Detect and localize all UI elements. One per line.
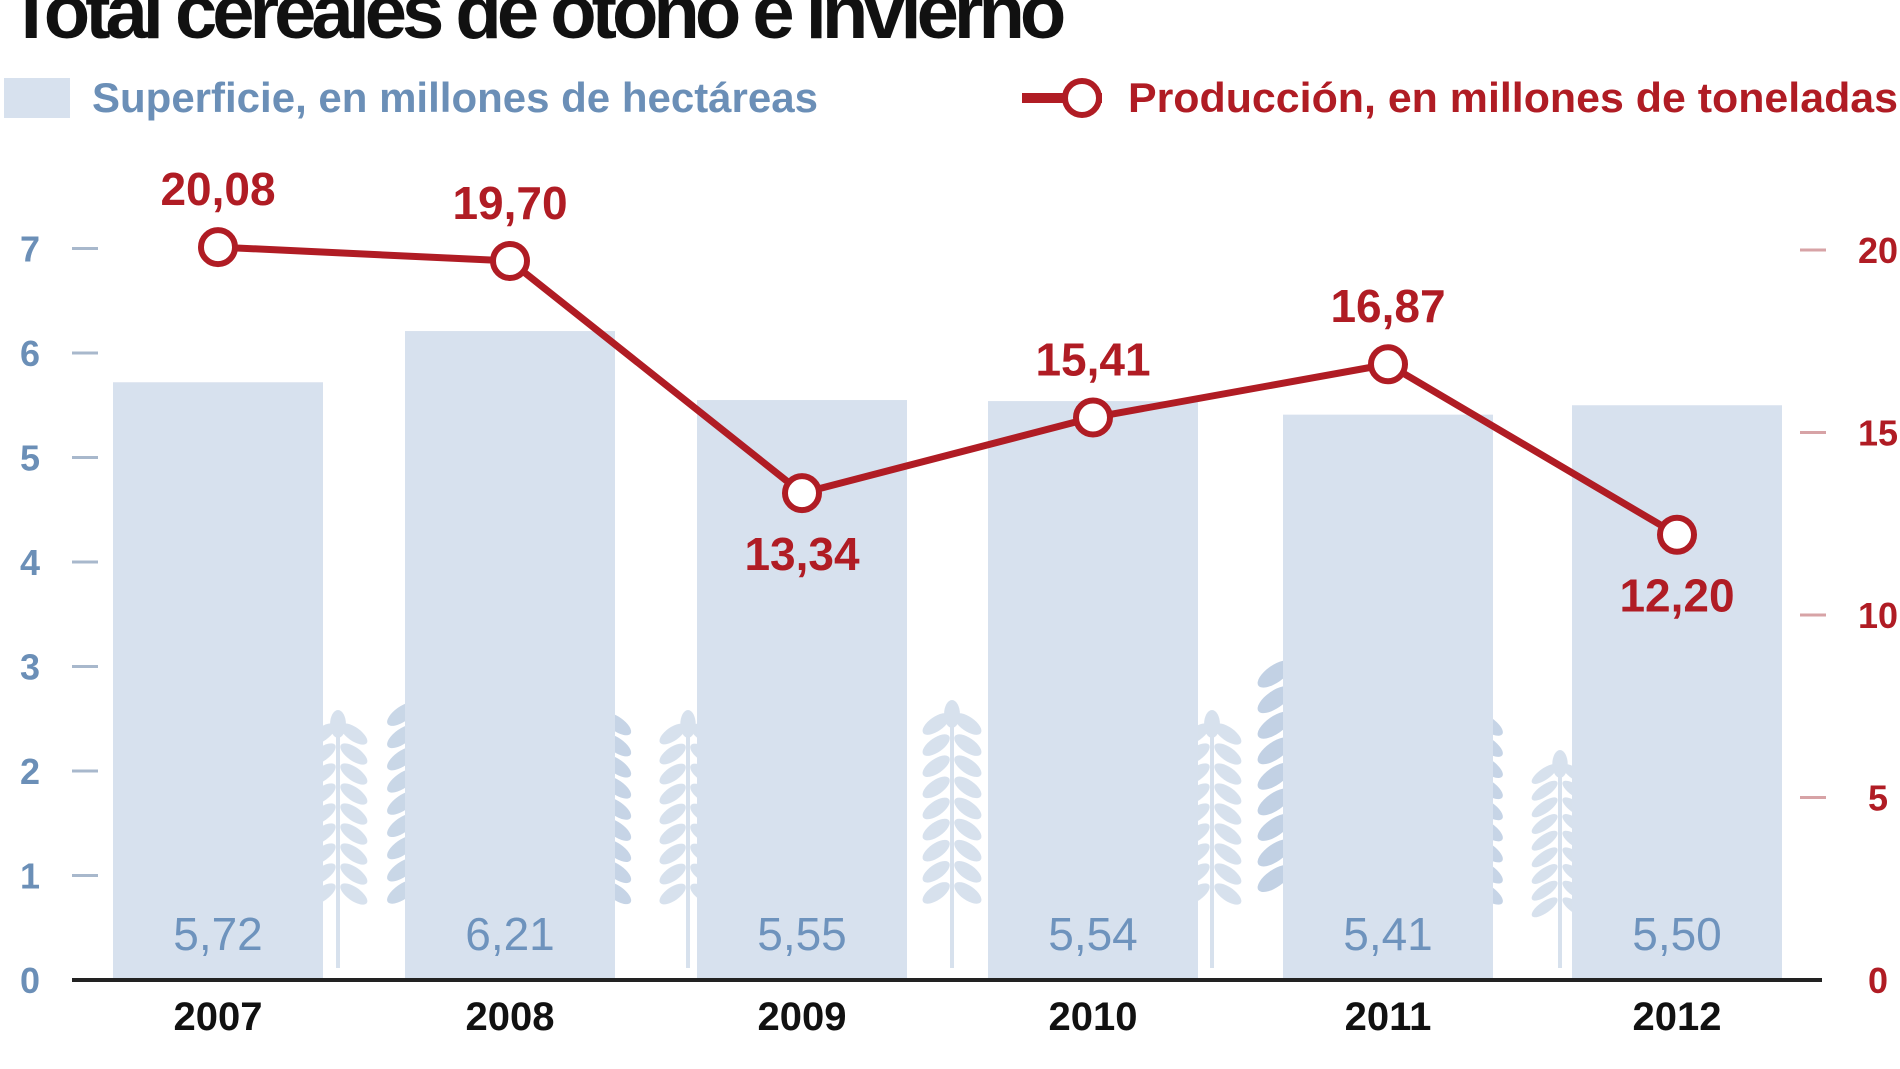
production-value-label-2009: 13,34: [744, 528, 860, 580]
production-line: [214, 243, 1681, 539]
bar-value-label-2012: 5,50: [1632, 908, 1722, 960]
production-value-label-2011: 16,87: [1330, 280, 1445, 332]
left-tick-label-7: 7: [20, 229, 40, 270]
bar-2011: [1283, 414, 1493, 980]
production-value-label-2012: 12,20: [1619, 570, 1734, 622]
x-tick-label-2012: 2012: [1633, 995, 1722, 1039]
right-tick-label-20: 20: [1858, 230, 1898, 271]
production-point-2012: [1657, 514, 1697, 555]
left-tick-label-3: 3: [20, 647, 40, 688]
bar-value-label-2011: 5,41: [1343, 908, 1433, 960]
x-tick-label-2008: 2008: [466, 995, 555, 1039]
right-tick-label-5: 5: [1868, 778, 1888, 819]
right-tick-label-0: 0: [1868, 960, 1888, 1001]
x-tick-label-2007: 2007: [174, 995, 263, 1039]
axes-layer: 0 1 2 3 4 5 6 7 0 5 10 15 20 2007 2008 2009 2010 2011 2012: [20, 229, 1898, 1040]
line-layer: [198, 227, 1697, 555]
production-point-2008: [490, 240, 530, 281]
bar-value-label-2008: 6,21: [465, 908, 555, 960]
left-tick-label-2: 2: [20, 751, 40, 792]
bar-value-label-2007: 5,72: [173, 908, 263, 960]
bar-2008: [405, 331, 615, 980]
legend-line-label: Producción, en millones de toneladas: [1128, 74, 1898, 121]
legend-bar-label: Superficie, en millones de hectáreas: [92, 74, 818, 121]
production-value-label-2008: 19,70: [452, 177, 567, 229]
labels-layer: 5,72 6,21 5,55 5,54 5,41 5,50 20,08 19,70 13,34 1…: [160, 163, 1734, 960]
bar-value-label-2009: 5,55: [757, 908, 847, 960]
left-tick-label-0: 0: [20, 960, 40, 1001]
right-tick-label-10: 10: [1858, 595, 1898, 636]
production-point-2009: [782, 473, 822, 514]
right-tick-label-15: 15: [1858, 413, 1898, 454]
x-tick-label-2011: 2011: [1345, 995, 1432, 1039]
bar-2007: [113, 382, 323, 980]
wheat-icon-10: [922, 700, 982, 968]
left-tick-label-6: 6: [20, 333, 40, 374]
production-value-label-2010: 15,41: [1035, 334, 1150, 386]
production-value-label-2007: 20,08: [160, 163, 275, 215]
left-tick-label-1: 1: [20, 856, 40, 897]
wheat-decoration: [136, 650, 1765, 968]
legend: Superficie, en millones de hectáreas Prod…: [4, 74, 1898, 121]
bar-2012: [1572, 405, 1782, 980]
bar-2010: [988, 401, 1198, 980]
left-tick-label-5: 5: [20, 438, 40, 479]
legend-marker: [1062, 78, 1102, 118]
production-point-2007: [198, 227, 238, 268]
production-point-2011: [1368, 344, 1408, 385]
title-layer: Total cereales de otoño e invierno: [8, 0, 1069, 55]
x-tick-label-2010: 2010: [1049, 995, 1138, 1039]
production-point-2010: [1073, 397, 1113, 438]
legend-bar-swatch: [4, 78, 70, 118]
x-tick-label-2009: 2009: [758, 995, 847, 1039]
left-tick-label-4: 4: [20, 542, 40, 583]
bar-value-label-2010: 5,54: [1048, 908, 1138, 960]
chart-title: Total cereales de otoño e invierno: [8, 0, 1064, 55]
